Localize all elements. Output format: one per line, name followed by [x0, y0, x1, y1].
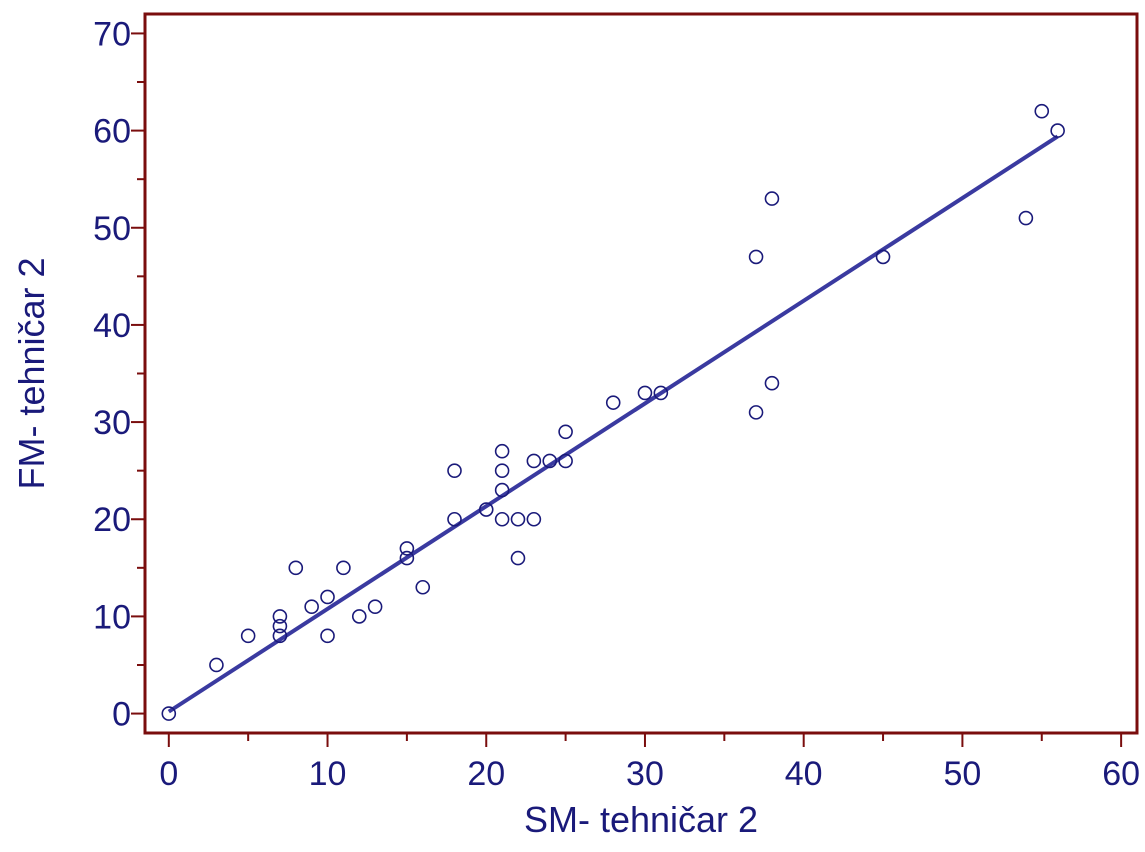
data-point: [415, 579, 431, 595]
data-point: [399, 541, 415, 556]
data-point: [558, 453, 573, 469]
data-point: [161, 706, 177, 721]
data-point: [336, 560, 351, 576]
y-tick-label: 20: [93, 501, 131, 539]
data-points: [161, 103, 1065, 721]
x-tick-label: 20: [467, 755, 505, 793]
data-point: [605, 395, 621, 410]
data-point: [494, 511, 510, 527]
data-point: [494, 463, 510, 478]
regression-line: [167, 134, 1059, 714]
data-point: [320, 628, 335, 644]
data-point: [447, 511, 462, 527]
data-point: [272, 628, 288, 644]
y-tick-label: 10: [93, 598, 131, 636]
data-point: [1018, 210, 1034, 226]
data-point: [764, 191, 780, 206]
plot-frame: [143, 12, 1139, 735]
x-tick-label: 40: [785, 755, 823, 793]
data-point: [304, 599, 319, 614]
y-tick-label: 50: [93, 210, 131, 248]
x-axis-title: SM- tehničar 2: [524, 799, 758, 840]
y-tick-label: 30: [93, 404, 131, 442]
data-point: [367, 599, 383, 614]
data-point: [526, 511, 542, 527]
data-point: [447, 463, 462, 478]
x-tick-label: 10: [309, 755, 347, 793]
y-tick-label: 40: [93, 307, 131, 345]
data-point: [288, 560, 304, 576]
data-point: [478, 502, 494, 517]
tick-labels: 0 10 20 30 40 50 60 0 10 20 30 40 50 60 70: [93, 15, 1140, 793]
y-tick-label: 60: [93, 113, 131, 151]
data-point: [637, 385, 653, 401]
data-point: [494, 443, 510, 459]
x-tick-label: 60: [1102, 755, 1140, 793]
y-tick-label: 70: [93, 15, 131, 53]
data-point: [748, 405, 764, 420]
data-point: [272, 609, 288, 624]
data-point: [510, 511, 526, 527]
data-point: [764, 375, 780, 391]
data-point: [494, 482, 510, 498]
data-point: [653, 385, 669, 401]
data-point: [1050, 123, 1065, 138]
data-point: [351, 609, 367, 624]
data-point: [542, 453, 558, 469]
data-point: [748, 249, 764, 265]
y-axis-title: FM- tehničar 2: [11, 257, 52, 489]
x-tick-label: 30: [626, 755, 664, 793]
data-point: [558, 424, 573, 440]
data-point: [399, 550, 415, 566]
data-point: [240, 628, 256, 644]
data-point: [1034, 103, 1050, 119]
data-point: [510, 550, 526, 566]
x-tick-label: 50: [943, 755, 981, 793]
axis-ticks: [131, 32, 1123, 747]
data-point: [320, 589, 335, 605]
data-point: [526, 453, 542, 469]
y-tick-label: 0: [112, 696, 131, 734]
data-point: [209, 657, 224, 673]
x-tick-label: 0: [159, 755, 178, 793]
data-point: [272, 618, 288, 634]
data-point: [875, 249, 891, 265]
